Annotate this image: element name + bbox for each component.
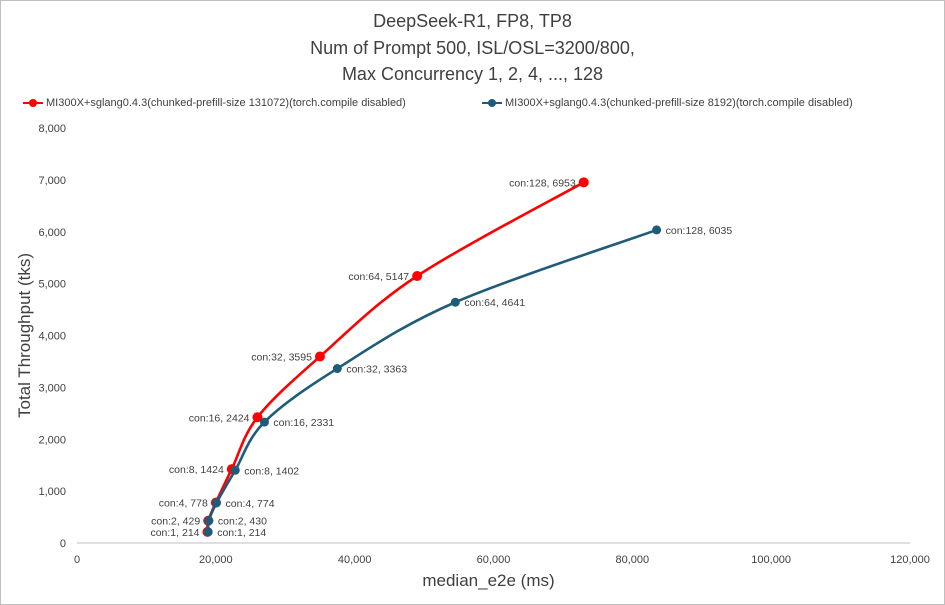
- legend-item-series-1: MI300X+sglang0.4.3(chunked-prefill-size …: [22, 96, 406, 110]
- data-label-series-1: con:2, 429: [151, 516, 200, 528]
- legend-item-series-2: MI300X+sglang0.4.3(chunked-prefill-size …: [481, 96, 853, 110]
- data-label-series-2: con:2, 430: [218, 516, 267, 528]
- data-label-series-1: con:8, 1424: [169, 464, 224, 476]
- y-tick-label: 2,000: [38, 434, 66, 446]
- legend: MI300X+sglang0.4.3(chunked-prefill-size …: [0, 96, 945, 114]
- x-tick-label: 120,000: [890, 554, 930, 566]
- legend-marker-series-2: [481, 96, 503, 110]
- data-label-series-1: con:32, 3595: [251, 352, 312, 364]
- y-tick-label: 6,000: [38, 227, 66, 239]
- data-point-series-2: [652, 225, 662, 235]
- data-point-series-2: [450, 297, 460, 307]
- data-point-series-2: [212, 498, 222, 508]
- y-axis-label: Total Throughput (tks): [15, 253, 34, 418]
- data-label-series-2: con:4, 774: [226, 498, 275, 510]
- y-tick-label: 0: [60, 538, 66, 550]
- data-point-series-2: [203, 527, 213, 537]
- y-tick-label: 7,000: [38, 175, 66, 187]
- y-tick-label: 5,000: [38, 279, 66, 291]
- data-label-series-2: con:16, 2331: [273, 417, 334, 429]
- legend-label-series-1: MI300X+sglang0.4.3(chunked-prefill-size …: [46, 97, 406, 109]
- data-label-series-1: con:4, 778: [159, 498, 208, 510]
- data-label-series-2: con:32, 3363: [346, 364, 407, 376]
- y-tick-label: 1,000: [38, 486, 66, 498]
- legend-label-series-2: MI300X+sglang0.4.3(chunked-prefill-size …: [505, 97, 853, 109]
- data-label-series-2: con:128, 6035: [666, 225, 733, 237]
- data-label-series-1: con:64, 5147: [348, 271, 409, 283]
- chart-title-line-3: Max Concurrency 1, 2, 4, ..., 128: [341, 64, 604, 84]
- data-label-series-1: con:16, 2424: [189, 412, 250, 424]
- chart-title-line-2: Num of Prompt 500, ISL/OSL=3200/800,: [310, 38, 635, 58]
- data-point-series-1: [578, 177, 589, 188]
- data-point-series-2: [259, 417, 269, 427]
- x-tick-label: 60,000: [477, 554, 511, 566]
- data-point-series-1: [412, 270, 423, 281]
- x-tick-label: 100,000: [751, 554, 791, 566]
- x-axis-label: median_e2e (ms): [422, 571, 554, 590]
- x-tick-label: 0: [74, 554, 80, 566]
- legend-marker-series-1: [22, 96, 44, 110]
- data-point-series-1: [314, 351, 325, 362]
- data-point-series-2: [230, 465, 240, 475]
- y-tick-label: 3,000: [38, 382, 66, 394]
- series-line-2: [206, 228, 658, 532]
- data-point-series-2: [204, 516, 214, 526]
- data-label-series-2: con:8, 1402: [244, 465, 299, 477]
- x-tick-label: 20,000: [199, 554, 233, 566]
- y-tick-label: 4,000: [38, 331, 66, 343]
- data-point-series-2: [332, 364, 342, 374]
- y-tick-label: 8,000: [38, 123, 66, 135]
- chart-title-line-1: DeepSeek-R1, FP8, TP8: [373, 11, 572, 31]
- x-tick-label: 40,000: [338, 554, 372, 566]
- data-label-series-1: con:128, 6953: [509, 177, 576, 189]
- x-tick-label: 80,000: [616, 554, 650, 566]
- data-label-series-1: con:1, 214: [150, 527, 199, 539]
- data-point-series-1: [252, 412, 263, 423]
- data-label-series-2: con:1, 214: [217, 527, 266, 539]
- data-label-series-2: con:64, 4641: [464, 297, 525, 309]
